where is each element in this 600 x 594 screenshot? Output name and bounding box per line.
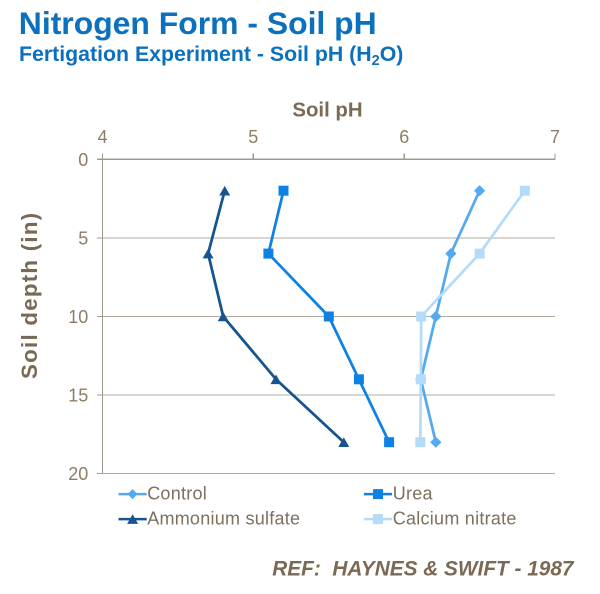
svg-text:Calcium nitrate: Calcium nitrate	[393, 509, 517, 529]
svg-text:5: 5	[78, 229, 88, 249]
svg-text:10: 10	[68, 307, 88, 327]
svg-text:6: 6	[399, 127, 409, 147]
svg-text:Soil depth (in): Soil depth (in)	[17, 212, 42, 379]
svg-text:Fertigation Experiment - Soil: Fertigation Experiment - Soil pH (H2O)	[19, 42, 403, 69]
svg-text:15: 15	[68, 386, 88, 406]
svg-text:5: 5	[248, 127, 258, 147]
svg-text:20: 20	[68, 464, 88, 484]
svg-text:0: 0	[78, 150, 88, 170]
svg-text:7: 7	[550, 127, 560, 147]
svg-text:Control: Control	[147, 484, 207, 504]
svg-text:Soil pH: Soil pH	[292, 99, 362, 121]
svg-text:REF: HAYNES & SWIFT - 1987: REF: HAYNES & SWIFT - 1987	[272, 557, 575, 580]
svg-text:Urea: Urea	[393, 484, 434, 504]
svg-text:Nitrogen Form - Soil pH: Nitrogen Form - Soil pH	[19, 5, 377, 41]
svg-text:Ammonium sulfate: Ammonium sulfate	[147, 509, 300, 529]
svg-text:4: 4	[97, 127, 107, 147]
